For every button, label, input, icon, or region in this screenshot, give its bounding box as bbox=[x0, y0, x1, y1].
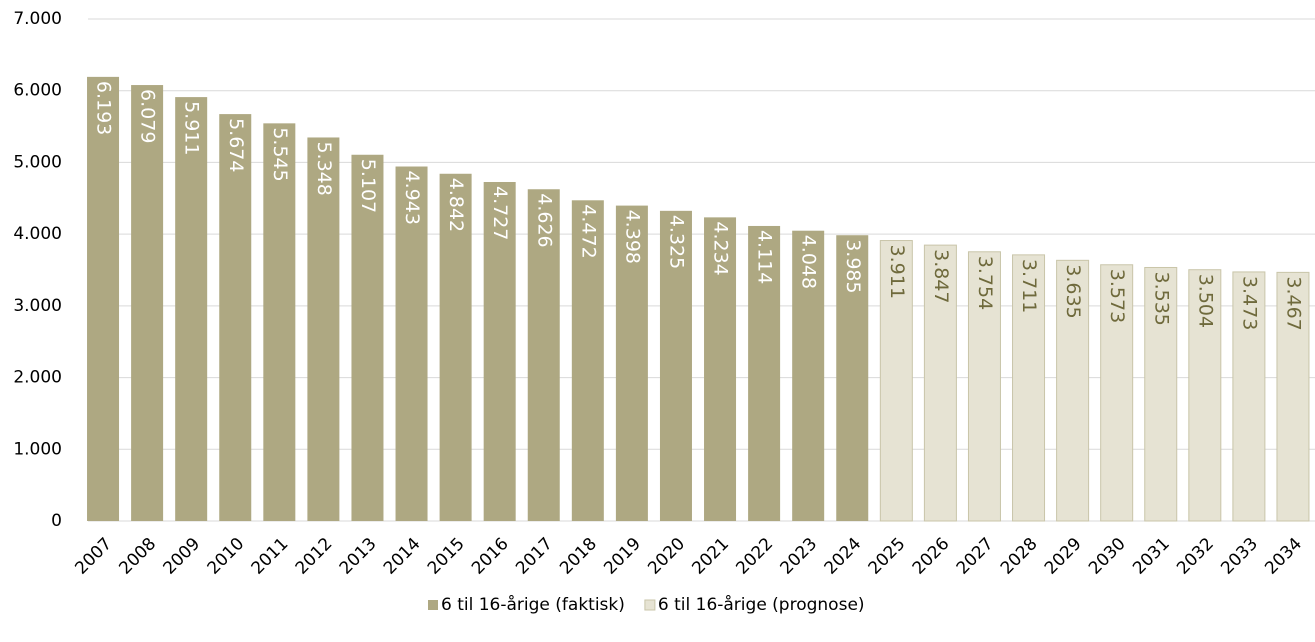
x-tick-label: 2023 bbox=[777, 534, 822, 579]
x-tick-label: 2024 bbox=[821, 534, 866, 579]
value-label: 5.911 bbox=[181, 101, 203, 155]
x-tick-label: 2011 bbox=[248, 534, 293, 579]
x-tick-label: 2028 bbox=[997, 534, 1042, 579]
x-tick-label: 2009 bbox=[160, 534, 205, 579]
value-label: 3.847 bbox=[930, 249, 952, 303]
bar bbox=[395, 166, 428, 521]
x-tick-label: 2019 bbox=[600, 534, 645, 579]
bar bbox=[1056, 259, 1090, 522]
bar bbox=[748, 225, 781, 522]
bar bbox=[1188, 269, 1222, 522]
legend-label: 6 til 16-årige (prognose) bbox=[658, 594, 865, 615]
value-label: 6.193 bbox=[93, 81, 115, 135]
value-label: 4.472 bbox=[577, 204, 599, 258]
bar bbox=[1144, 266, 1178, 522]
bar bbox=[879, 240, 913, 522]
x-tick-label: 2020 bbox=[644, 534, 689, 579]
value-label: 5.107 bbox=[357, 159, 379, 213]
bar bbox=[1012, 254, 1046, 522]
x-tick-label: 2031 bbox=[1129, 534, 1174, 579]
x-tick-label: 2026 bbox=[909, 534, 954, 579]
x-tick-label: 2016 bbox=[468, 534, 513, 579]
legend-swatch bbox=[428, 600, 438, 610]
x-tick-label: 2032 bbox=[1173, 534, 1218, 579]
y-tick-label: 5.000 bbox=[13, 152, 62, 172]
bar bbox=[967, 251, 1001, 522]
value-label: 5.348 bbox=[313, 141, 335, 195]
bar bbox=[527, 189, 560, 522]
value-label: 5.545 bbox=[269, 127, 291, 181]
value-label: 4.048 bbox=[798, 235, 820, 289]
bar bbox=[483, 182, 516, 521]
x-tick-label: 2014 bbox=[380, 534, 425, 579]
bar bbox=[1100, 264, 1134, 522]
legend-swatch bbox=[644, 599, 656, 611]
bar bbox=[1276, 271, 1310, 522]
value-label: 4.626 bbox=[533, 193, 555, 247]
x-tick-label: 2027 bbox=[953, 534, 998, 579]
bar bbox=[1232, 271, 1266, 522]
bar bbox=[439, 173, 472, 521]
x-tick-label: 2010 bbox=[204, 534, 249, 579]
bar bbox=[836, 235, 869, 521]
x-tick-label: 2025 bbox=[865, 534, 910, 579]
bar bbox=[659, 210, 692, 522]
x-tick-label: 2033 bbox=[1217, 534, 1262, 579]
value-label: 4.727 bbox=[489, 186, 511, 240]
value-label: 3.711 bbox=[1018, 259, 1040, 313]
bar bbox=[175, 97, 208, 521]
bar bbox=[923, 244, 957, 522]
value-label: 6.079 bbox=[137, 89, 159, 143]
x-tick-label: 2029 bbox=[1041, 534, 1086, 579]
y-tick-label: 0 bbox=[51, 511, 62, 531]
value-label: 4.842 bbox=[445, 178, 467, 232]
x-tick-label: 2018 bbox=[556, 534, 601, 579]
x-tick-label: 2030 bbox=[1085, 534, 1130, 579]
value-label: 4.234 bbox=[710, 221, 732, 275]
y-tick-label: 7.000 bbox=[13, 9, 62, 29]
value-label: 3.635 bbox=[1062, 264, 1084, 318]
value-label: 5.674 bbox=[225, 118, 247, 172]
bar bbox=[219, 114, 252, 521]
value-label: 3.473 bbox=[1238, 276, 1260, 330]
bar bbox=[615, 205, 648, 521]
value-label: 4.114 bbox=[754, 230, 776, 284]
y-tick-label: 2.000 bbox=[13, 368, 62, 388]
bar bbox=[87, 76, 120, 522]
x-tick-label: 2013 bbox=[336, 534, 381, 579]
value-label: 3.754 bbox=[974, 256, 996, 310]
legend-label: 6 til 16-årige (faktisk) bbox=[441, 594, 625, 615]
x-tick-label: 2012 bbox=[292, 534, 337, 579]
bar bbox=[263, 123, 296, 521]
value-label: 4.325 bbox=[665, 215, 687, 269]
x-tick-label: 2007 bbox=[71, 534, 116, 579]
value-label: 3.467 bbox=[1282, 276, 1304, 330]
x-tick-label: 2022 bbox=[732, 534, 777, 579]
bar bbox=[307, 137, 340, 522]
value-label: 3.911 bbox=[886, 245, 908, 299]
value-label: 3.573 bbox=[1106, 269, 1128, 323]
y-tick-label: 6.000 bbox=[13, 81, 62, 101]
x-tick-label: 2034 bbox=[1261, 534, 1306, 579]
bar bbox=[571, 200, 604, 522]
value-label: 3.985 bbox=[842, 239, 864, 293]
x-tick-label: 2021 bbox=[688, 534, 733, 579]
x-tick-label: 2008 bbox=[115, 534, 160, 579]
y-tick-label: 3.000 bbox=[13, 296, 62, 316]
value-label: 3.535 bbox=[1150, 271, 1172, 325]
y-tick-label: 1.000 bbox=[13, 439, 62, 459]
bar bbox=[351, 154, 384, 522]
bar bbox=[704, 217, 737, 522]
x-tick-label: 2017 bbox=[512, 534, 557, 579]
bar bbox=[792, 230, 825, 522]
value-label: 4.398 bbox=[621, 210, 643, 264]
value-label: 3.504 bbox=[1194, 274, 1216, 328]
value-label: 4.943 bbox=[401, 171, 423, 225]
x-tick-label: 2015 bbox=[424, 534, 469, 579]
y-tick-label: 4.000 bbox=[13, 224, 62, 244]
bar bbox=[131, 85, 164, 521]
